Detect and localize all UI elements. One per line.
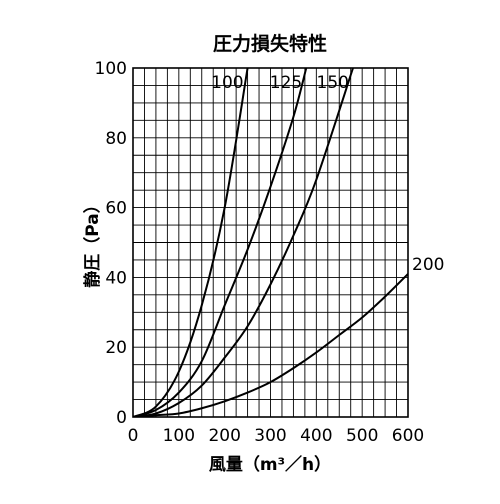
series-line-100 <box>133 68 249 417</box>
series-label-100: 100 <box>211 73 243 93</box>
y-axis-title: 静圧（Pa） <box>82 196 103 287</box>
grid <box>132 67 409 418</box>
y-tick-label: 80 <box>105 129 127 149</box>
x-tick-label: 300 <box>254 426 286 446</box>
y-tick-label: 60 <box>105 199 127 219</box>
tick-labels: 0 100 200 300 400 500 600 0 20 40 60 80 100 <box>95 59 425 446</box>
axes <box>132 67 409 418</box>
x-axis-title: 風量（m³／h） <box>209 454 331 475</box>
chart-title: 圧力損失特性 <box>213 32 327 55</box>
series-label-150: 150 <box>317 73 349 93</box>
y-tick-label: 100 <box>95 59 127 79</box>
y-tick-label: 40 <box>105 268 127 288</box>
series-line-200 <box>133 273 408 417</box>
series-labels: 100 125 150 200 <box>211 73 444 275</box>
x-tick-label: 0 <box>128 426 139 446</box>
series-label-200: 200 <box>412 255 444 275</box>
series-lines <box>133 68 408 417</box>
x-tick-label: 200 <box>208 426 240 446</box>
x-tick-label: 400 <box>300 426 332 446</box>
series-label-125: 125 <box>270 73 302 93</box>
plot-frame <box>132 67 409 418</box>
series-line-150 <box>133 68 354 417</box>
x-tick-label: 100 <box>163 426 195 446</box>
series-line-125 <box>133 68 308 417</box>
y-tick-label: 20 <box>105 338 127 358</box>
y-tick-label: 0 <box>116 408 127 428</box>
x-tick-label: 600 <box>392 426 424 446</box>
x-tick-label: 500 <box>346 426 378 446</box>
